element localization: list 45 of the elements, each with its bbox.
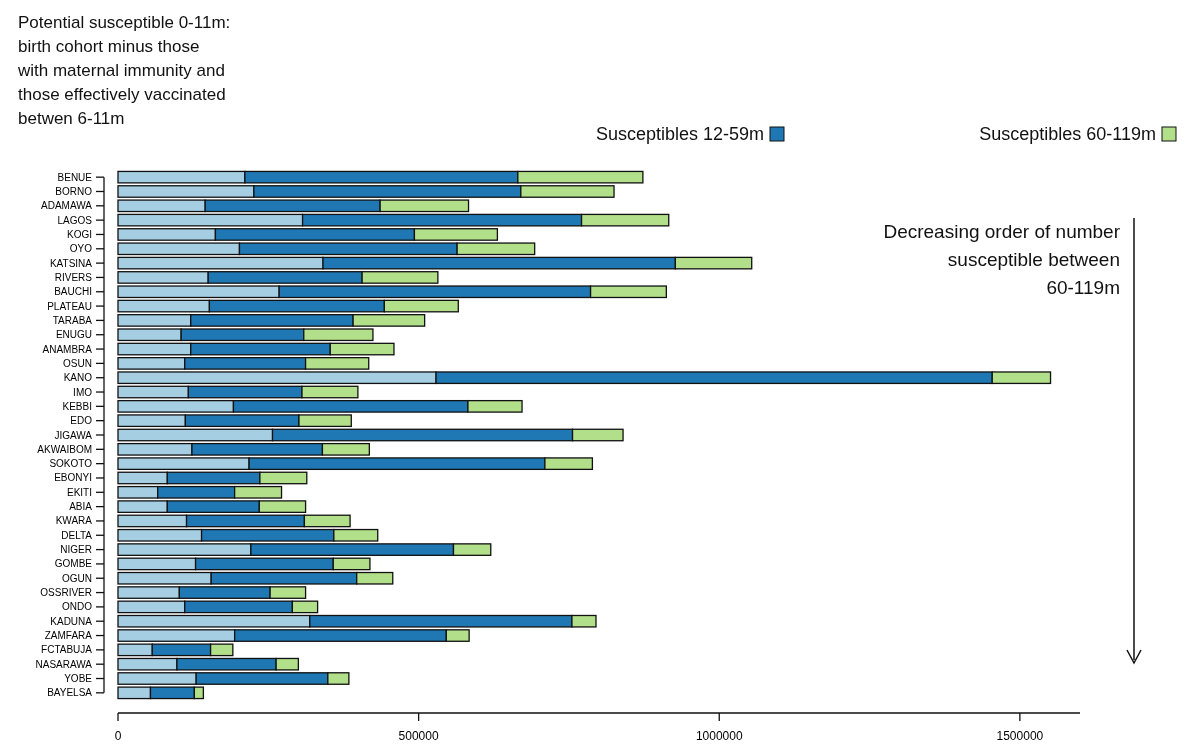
y-tick-label: NASARAWA [35,658,93,670]
y-tick-label: RIVERS [54,271,93,283]
y-tick-label: KADUNA [50,615,93,627]
annotation: Decreasing order of number susceptible between 60-119m [883,221,1121,298]
y-tick-label: AKWAIBOM [37,443,92,455]
y-tick-label: BAYELSA [47,687,93,699]
y-tick-label: EBONYI [54,472,92,484]
y-tick-label: EKITI [66,486,92,498]
y-tick-label: KWARA [55,515,93,527]
y-tick-label: ONDO [62,601,93,613]
y-tick-label: YOBE [64,673,93,685]
y-tick-label: ANAMBRA [42,343,93,355]
y-tick-label: LAGOS [57,214,93,226]
y-tick-label: OGUN [62,572,92,584]
y-tick-label: ABIA [69,501,93,513]
y-tick-label: KATSINA [49,257,93,269]
y-tick-label: KEBBI [62,400,92,412]
y-tick-label: FCTABUJA [41,644,93,656]
y-tick-label: SOKOTO [49,458,93,470]
x-tick-label: 0 [114,729,122,743]
y-tick-label: ZAMFARA [44,630,93,642]
legend-label: Susceptibles 60-119m [979,124,1156,144]
y-tick-label: DELTA [61,529,93,541]
y-tick-label: KOGI [66,228,92,240]
y-tick-label: IMO [73,386,93,398]
y-tick-label: BORNO [55,185,93,197]
y-tick-label: ADAMAWA [41,200,93,212]
y-tick-label: GOMBE [54,558,93,570]
y-tick-label: TARABA [52,314,93,326]
x-tick-label: 1000000 [695,729,743,743]
y-tick-label: JIGAWA [54,429,93,441]
text: Potential susceptible 0-11m: birth cohort minus those with maternal immunity and those effectively vaccinated betwen 6-11m [17,13,231,128]
y-tick-label: PLATEAU [47,300,92,312]
y-tick-label: OSSRIVER [40,587,92,599]
x-tick-label: 1500000 [996,729,1044,743]
y-tick-label: KANO [63,372,93,384]
legend-label: Susceptibles 12-59m [595,124,764,144]
y-tick-label: OYO [69,243,93,255]
y-tick-label: BAUCHI [54,286,92,298]
y-tick-label: NIGER [60,544,92,556]
y-tick-label: EDO [70,415,93,427]
y-tick-label: BENUE [57,171,93,183]
x-tick-label: 500000 [398,729,439,743]
y-tick-label: OSUN [63,357,92,369]
y-tick-label: ENUGU [55,329,92,341]
